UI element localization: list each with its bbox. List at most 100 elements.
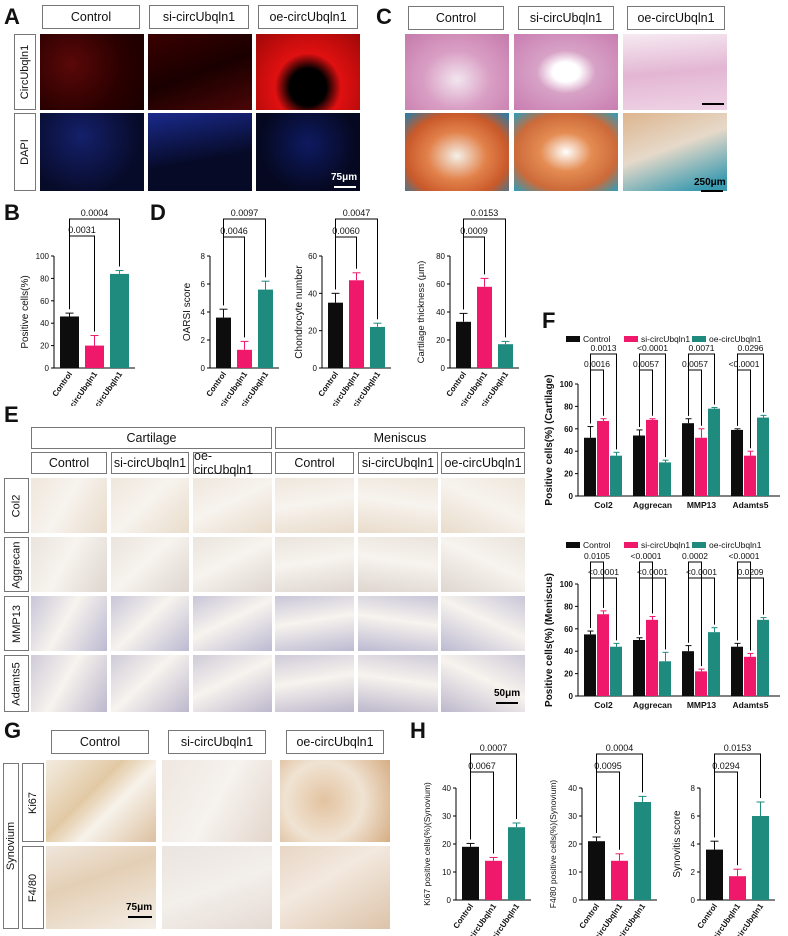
panel-e-header-men-oe: oe-circUbqln1 bbox=[441, 452, 525, 474]
p-value-label: <0.0001 bbox=[729, 551, 760, 561]
y-tick-label: 60 bbox=[308, 252, 317, 261]
bar bbox=[110, 273, 129, 368]
y-tick-label: 60 bbox=[40, 297, 49, 306]
significance-bracket bbox=[688, 369, 702, 426]
bar bbox=[611, 860, 628, 900]
bar bbox=[328, 302, 343, 368]
bar bbox=[682, 651, 694, 696]
bar bbox=[370, 326, 385, 368]
p-value-label: <0.0001 bbox=[588, 567, 619, 577]
legend-swatch bbox=[566, 542, 580, 548]
panel-g-image-f480-control bbox=[46, 846, 156, 929]
y-axis-label: Ki67 positive cells(%)(Synovium) bbox=[422, 782, 432, 906]
panel-c-header-si: si-circUbqln1 bbox=[518, 6, 614, 30]
panel-e-row-aggrecan: Aggrecan bbox=[4, 537, 29, 592]
p-value-label: 0.0057 bbox=[682, 359, 708, 369]
y-tick-label: 0 bbox=[569, 492, 574, 501]
significance-bracket bbox=[596, 771, 620, 850]
p-value-label: <0.0001 bbox=[637, 567, 668, 577]
bar bbox=[60, 316, 79, 368]
y-tick-label: 60 bbox=[564, 425, 573, 434]
panel-label-g: G bbox=[4, 718, 22, 743]
y-tick-label: 40 bbox=[564, 647, 573, 656]
x-tick-label: Control bbox=[451, 902, 475, 930]
panel-a-image-oe-red bbox=[256, 34, 360, 110]
panel-g-scale-label: 75μm bbox=[126, 902, 153, 913]
bar bbox=[597, 420, 609, 496]
bar bbox=[237, 349, 252, 368]
bar bbox=[731, 429, 743, 496]
x-tick-label: Aggrecan bbox=[633, 700, 672, 710]
y-tick-label: 8 bbox=[691, 784, 696, 793]
bar bbox=[610, 646, 622, 696]
x-tick-label: Control bbox=[50, 370, 74, 398]
x-tick-label: Control bbox=[695, 902, 719, 930]
panel-label-b: B bbox=[4, 200, 20, 225]
p-value-label: 0.0097 bbox=[231, 208, 259, 218]
significance-bracket bbox=[737, 577, 764, 641]
ihc-image bbox=[193, 655, 272, 712]
legend-swatch bbox=[624, 542, 638, 548]
x-tick-label: MMP13 bbox=[687, 500, 717, 510]
legend-label: si-circUbqln1 bbox=[641, 334, 690, 344]
panel-a-scale-bar bbox=[334, 186, 356, 188]
p-value-label: 0.0153 bbox=[471, 208, 499, 218]
y-tick-label: 80 bbox=[564, 602, 573, 611]
bar bbox=[682, 423, 694, 496]
panel-c-header-oe: oe-circUbqln1 bbox=[627, 6, 725, 30]
panel-g-header-oe: oe-circUbqln1 bbox=[286, 730, 384, 754]
y-tick-label: 30 bbox=[568, 812, 577, 821]
y-tick-label: 60 bbox=[436, 280, 445, 289]
p-value-label: 0.0105 bbox=[584, 551, 610, 561]
panel-c-image-safo-control bbox=[405, 113, 509, 191]
y-tick-label: 6 bbox=[201, 280, 206, 289]
p-value-label: 0.0060 bbox=[332, 226, 360, 236]
x-tick-label: Col2 bbox=[594, 700, 613, 710]
p-value-label: 0.0004 bbox=[81, 208, 109, 218]
panel-g-scale-bar bbox=[128, 916, 152, 918]
ihc-image bbox=[358, 596, 438, 651]
bar bbox=[349, 280, 364, 368]
p-value-label: 0.0067 bbox=[468, 761, 496, 771]
bar bbox=[462, 846, 479, 900]
bar bbox=[485, 860, 502, 900]
y-tick-label: 80 bbox=[564, 402, 573, 411]
p-value-label: 0.0095 bbox=[594, 761, 622, 771]
panel-g-image-f480-oe bbox=[280, 846, 390, 929]
bar bbox=[597, 614, 609, 696]
significance-bracket bbox=[590, 369, 604, 424]
legend-label: si-circUbqln1 bbox=[641, 540, 690, 550]
y-axis-label: F4/80 positive cells(%)(Synovium) bbox=[548, 780, 558, 909]
bar bbox=[258, 289, 273, 368]
panel-a-image-si-dapi bbox=[148, 113, 252, 191]
x-tick-label: Col2 bbox=[594, 500, 613, 510]
y-tick-label: 30 bbox=[442, 812, 451, 821]
panel-a-image-control-red bbox=[40, 34, 144, 110]
panel-e-header-cart-si: si-circUbqln1 bbox=[111, 452, 189, 474]
legend-swatch bbox=[692, 542, 706, 548]
y-tick-label: 2 bbox=[691, 868, 696, 877]
p-value-label: 0.0209 bbox=[738, 567, 764, 577]
bar bbox=[752, 816, 769, 900]
y-axis-label: Chondrocyte number bbox=[294, 265, 305, 359]
p-value-label: 0.0013 bbox=[591, 343, 617, 353]
x-tick-label: MMP13 bbox=[687, 700, 717, 710]
panel-c-image-safo-si bbox=[514, 113, 618, 191]
bar bbox=[633, 640, 645, 696]
ihc-image bbox=[31, 537, 107, 592]
p-value-label: 0.0294 bbox=[712, 761, 740, 771]
panel-e-scale-bar bbox=[496, 702, 518, 704]
bar bbox=[757, 417, 769, 496]
significance-bracket bbox=[590, 577, 617, 641]
p-value-label: 0.0016 bbox=[584, 359, 610, 369]
panel-e-scale-label: 50μm bbox=[494, 688, 521, 699]
y-tick-label: 80 bbox=[436, 252, 445, 261]
significance-bracket bbox=[639, 353, 666, 458]
ihc-image bbox=[358, 655, 438, 712]
bar bbox=[634, 802, 651, 900]
significance-bracket bbox=[688, 353, 715, 416]
y-tick-label: 20 bbox=[436, 336, 445, 345]
bar bbox=[695, 437, 707, 496]
significance-bracket bbox=[590, 353, 617, 450]
